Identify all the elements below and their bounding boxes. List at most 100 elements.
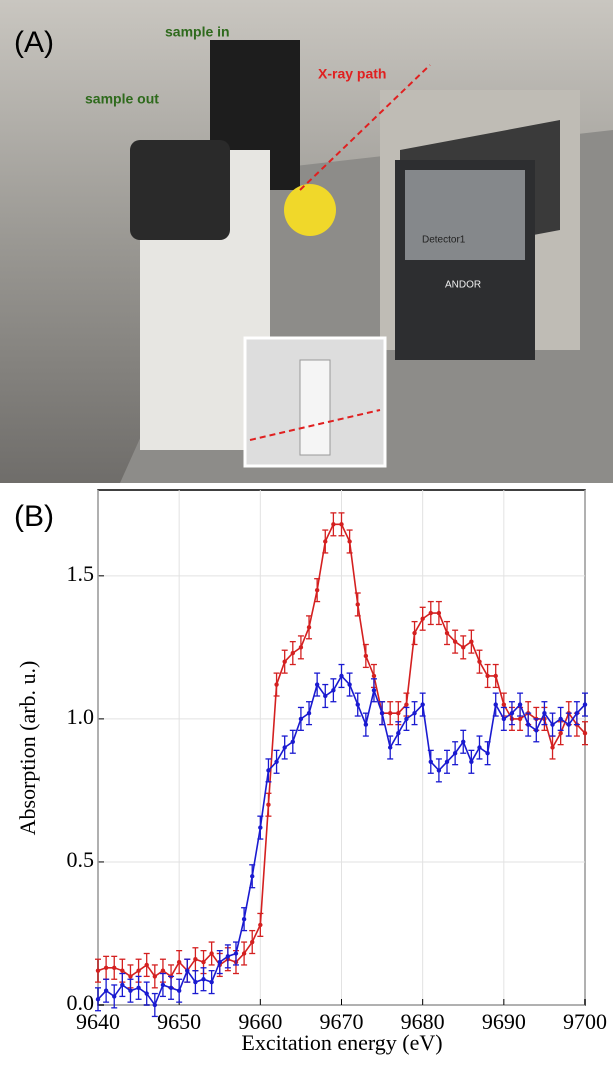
x-tick-label: 9660 [238, 1009, 282, 1034]
detector-face [405, 170, 525, 260]
data-point [412, 710, 417, 716]
data-point [112, 994, 117, 999]
x-tick-label: 9650 [157, 1009, 201, 1034]
data-point [477, 745, 482, 750]
data-point [176, 959, 182, 965]
data-point [120, 982, 125, 988]
data-point [485, 751, 490, 756]
data-point [388, 745, 393, 750]
data-point [225, 954, 231, 959]
data-point [558, 730, 563, 736]
data-point [136, 985, 141, 991]
data-point [217, 959, 222, 965]
photo: (A) sample in sample out X-ray path Dete… [0, 0, 613, 483]
data-point [201, 959, 206, 965]
data-point [298, 645, 304, 650]
data-point [282, 659, 287, 664]
data-point [371, 688, 377, 693]
data-point [452, 751, 458, 756]
annotation: X-ray path [318, 66, 386, 82]
data-point [436, 768, 442, 773]
fan [130, 140, 230, 240]
data-point [136, 968, 141, 973]
data-point [509, 710, 515, 716]
data-point [501, 716, 507, 722]
data-point [201, 977, 206, 982]
data-point [420, 616, 425, 621]
data-point [128, 974, 133, 979]
data-point [266, 768, 271, 773]
data-point [306, 710, 312, 716]
panel-label: (B) [14, 500, 54, 533]
data-point [477, 659, 482, 664]
data-point [355, 702, 360, 707]
panel-label: (A) [14, 26, 54, 59]
data-point [103, 988, 109, 993]
data-point [469, 759, 474, 765]
data-point [566, 722, 571, 727]
data-point [103, 965, 109, 971]
data-point [128, 988, 133, 993]
data-point [347, 539, 352, 544]
data-point [379, 710, 385, 716]
data-point [355, 602, 360, 607]
cuvette [299, 359, 331, 456]
data-point [241, 951, 247, 956]
data-point [274, 759, 279, 765]
data-point [469, 639, 474, 644]
y-tick-label: 1.0 [67, 704, 95, 729]
data-point [396, 730, 401, 736]
data-point [493, 673, 498, 679]
data-point [168, 985, 174, 991]
data-point [582, 730, 588, 736]
data-point [144, 991, 149, 996]
data-point [517, 716, 523, 722]
data-point [582, 702, 588, 707]
data-point [404, 702, 409, 707]
data-point [347, 682, 352, 687]
data-point [420, 702, 425, 707]
x-axis-label: Excitation energy (eV) [241, 1030, 442, 1055]
data-point [444, 759, 450, 765]
data-point [112, 965, 117, 971]
data-point [331, 688, 336, 693]
data-point [250, 874, 255, 879]
data-point [120, 968, 125, 973]
xray-line [299, 64, 431, 191]
x-tick-label: 9640 [76, 1009, 120, 1034]
data-point [176, 988, 182, 993]
data-point [428, 610, 433, 616]
annotation: sample out [85, 91, 159, 107]
x-tick-label: 9680 [401, 1009, 445, 1034]
data-point [306, 625, 312, 630]
data-point [444, 630, 450, 636]
data-point [274, 682, 279, 687]
data-point [290, 650, 295, 656]
data-point [517, 702, 523, 707]
x-tick-label: 9690 [482, 1009, 526, 1034]
data-point [209, 951, 214, 956]
data-point [314, 682, 320, 687]
data-point [152, 974, 158, 979]
x-tick-label: 9670 [320, 1009, 364, 1034]
data-point [339, 522, 344, 527]
data-point [461, 645, 466, 650]
data-point [323, 539, 328, 544]
data-point [339, 673, 344, 679]
data-point [331, 522, 336, 527]
data-point [485, 673, 490, 679]
data-point [388, 710, 393, 716]
detector-label: Detector1 [422, 235, 466, 246]
data-point [550, 722, 555, 727]
data-point [95, 968, 101, 973]
data-point [493, 702, 498, 707]
data-point [436, 610, 442, 616]
data-point [241, 916, 247, 922]
y-tick-label: 1.5 [67, 561, 95, 586]
data-point [250, 939, 255, 945]
sample-holder [284, 184, 336, 236]
y-tick-label: 0.5 [67, 847, 95, 872]
data-point [371, 673, 377, 679]
